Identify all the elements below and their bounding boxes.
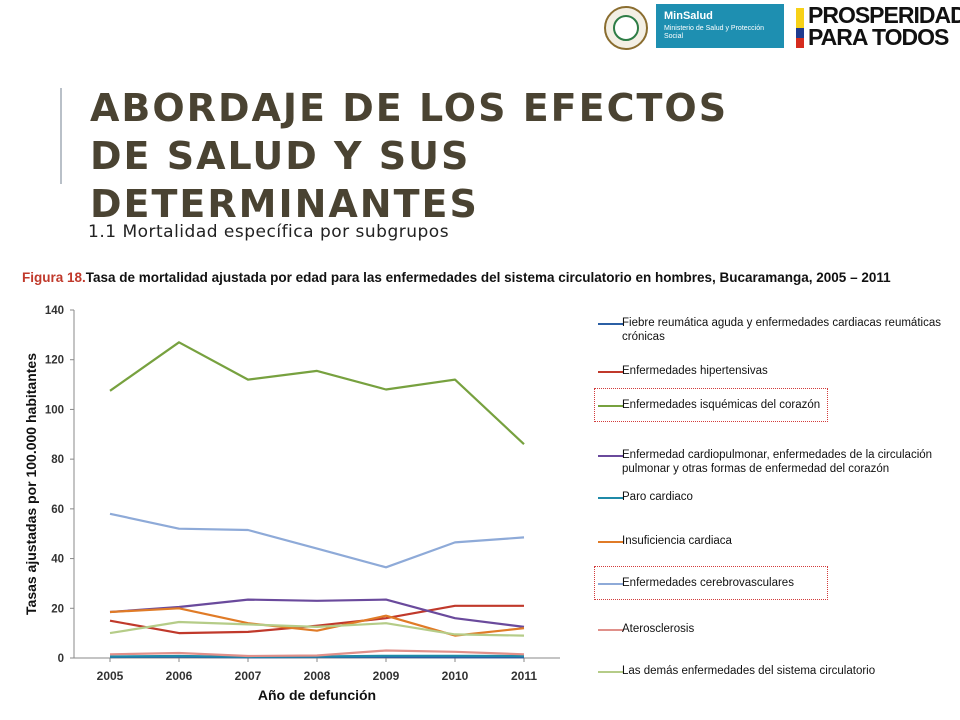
x-tick-label: 2008 [304,669,331,683]
y-tick-label: 100 [45,404,64,416]
y-tick-label: 80 [51,454,64,466]
legend-label: Enfermedades isquémicas del corazón [622,399,821,411]
legend-swatch [598,323,624,325]
legend-label: Paro cardiaco [622,491,693,503]
legend-highlight-box [594,566,828,600]
prosperidad-line1: PROSPERIDAD [808,2,960,28]
minsalud-subtitle: Ministerio de Salud y Protección Social [664,25,764,40]
x-tick-label: 2009 [373,669,400,683]
colombia-seal-icon [604,6,648,50]
legend-swatch [598,455,624,457]
figure-caption: Figura 18.Tasa de mortalidad ajustada po… [22,270,891,285]
series-line-7 [109,512,525,569]
figure-label: Figura 18. [22,270,86,285]
x-tick-label: 2011 [511,669,537,683]
legend-swatch [598,405,624,407]
legend-label: Enfermedades hipertensivas [622,365,768,377]
legend-highlight-box [594,388,828,422]
figure-caption-text: Tasa de mortalidad ajustada por edad par… [85,270,891,285]
legend-label: Insuficiencia cardiaca [622,535,732,547]
x-tick-label: 2007 [235,669,262,683]
legend-label: Fiebre reumática aguda y enfermedades ca… [622,317,941,343]
header-logos: MinSalud Ministerio de Salud y Protecció… [600,4,960,52]
legend-swatch [598,371,624,373]
x-tick-label: 2005 [97,669,124,683]
x-axis-title: Año de defunción [258,687,376,703]
x-tick-label: 2010 [442,669,469,683]
legend-label: Enfermedad cardiopulmonar, enfermedades … [622,449,933,475]
legend-swatch [598,583,624,585]
series-line-3 [109,341,525,446]
y-tick-label: 140 [45,305,64,317]
colombia-flag-icon [796,8,804,48]
legend-label: Las demás enfermedades del sistema circu… [622,665,876,677]
slide-subtitle: 1.1 Mortalidad específica por subgrupos [88,222,450,242]
y-tick-label: 0 [58,653,64,665]
y-axis-title: Tasas ajustadas por 100.000 habitantes [23,353,39,615]
legend-label: Aterosclerosis [622,623,695,635]
line-chart: 0 20 40 60 80 100 120 140 2005 2006 2007 2008 2009 20… [23,305,560,703]
x-tick-label: 2006 [166,669,193,683]
legend-swatch [598,629,624,631]
series-line-6 [109,607,525,637]
y-tick-label: 60 [51,504,64,516]
y-tick-label: 40 [51,554,64,566]
y-tick-label: 120 [45,355,64,367]
legend-label: Enfermedades cerebrovasculares [622,577,794,589]
chart-legend: Fiebre reumática aguda y enfermedades ca… [594,310,960,700]
minsalud-logo: MinSalud Ministerio de Salud y Protecció… [656,4,784,48]
series-line-4 [109,598,525,628]
series-line-2 [109,604,524,635]
legend-swatch [598,497,624,499]
slide-title: ABORDAJE DE LOS EFECTOS DE SALUD Y SUS D… [90,86,729,226]
legend-swatch [598,541,624,543]
legend-swatch [598,671,624,673]
series-line-9 [109,620,525,637]
series-line-8 [109,649,525,658]
minsalud-name: MinSalud [664,10,713,22]
y-tick-label: 20 [51,603,64,615]
prosperidad-line2: PARA TODOS [808,24,949,50]
title-accent-bar [60,88,62,184]
prosperidad-logo: PROSPERIDAD PARA TODOS [808,2,960,50]
